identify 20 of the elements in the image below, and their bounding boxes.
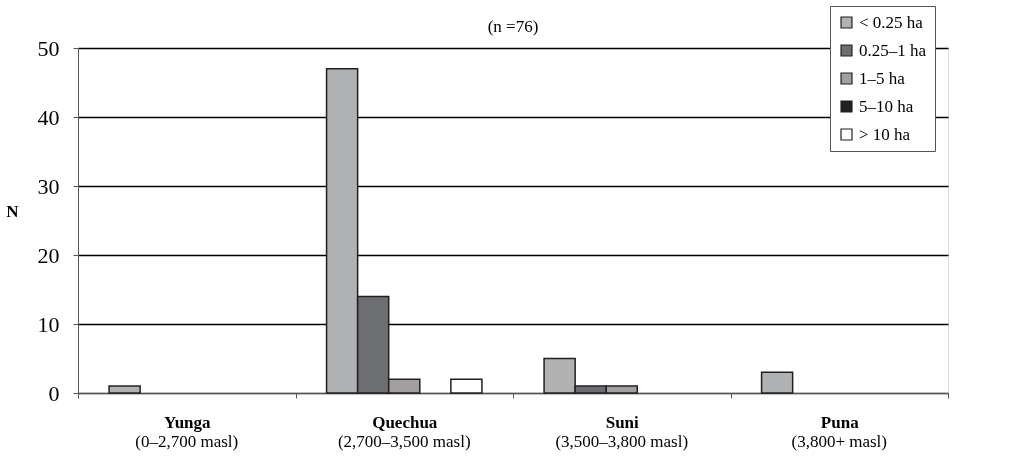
y-tick-label: 20 bbox=[37, 242, 60, 268]
category-label: Puna (3,800+ masl) bbox=[791, 412, 888, 451]
legend-label: > 10 ha bbox=[859, 124, 911, 144]
legend-label: 5–10 ha bbox=[859, 96, 914, 116]
legend-label: < 0.25 ha bbox=[859, 12, 924, 32]
y-axis-title: N bbox=[6, 202, 20, 221]
bar bbox=[108, 385, 141, 394]
legend-label: 0.25–1 ha bbox=[859, 40, 927, 60]
bar bbox=[450, 378, 483, 394]
category-label: Quechua (2,700–3,500 masl) bbox=[337, 412, 471, 451]
y-tick-label: 30 bbox=[37, 173, 60, 199]
category-label: Suni (3,500–3,800 masl) bbox=[555, 412, 689, 451]
legend-label: 1–5 ha bbox=[859, 68, 906, 88]
y-tick-label: 10 bbox=[37, 311, 60, 337]
category-label: Yunga (0–2,700 masl) bbox=[135, 412, 239, 451]
bar bbox=[760, 371, 794, 394]
chart-title: (n =76) bbox=[487, 17, 539, 36]
y-tick-label: 40 bbox=[37, 104, 60, 130]
y-tick-label: 0 bbox=[48, 380, 60, 406]
y-tick-label: 50 bbox=[37, 35, 60, 61]
